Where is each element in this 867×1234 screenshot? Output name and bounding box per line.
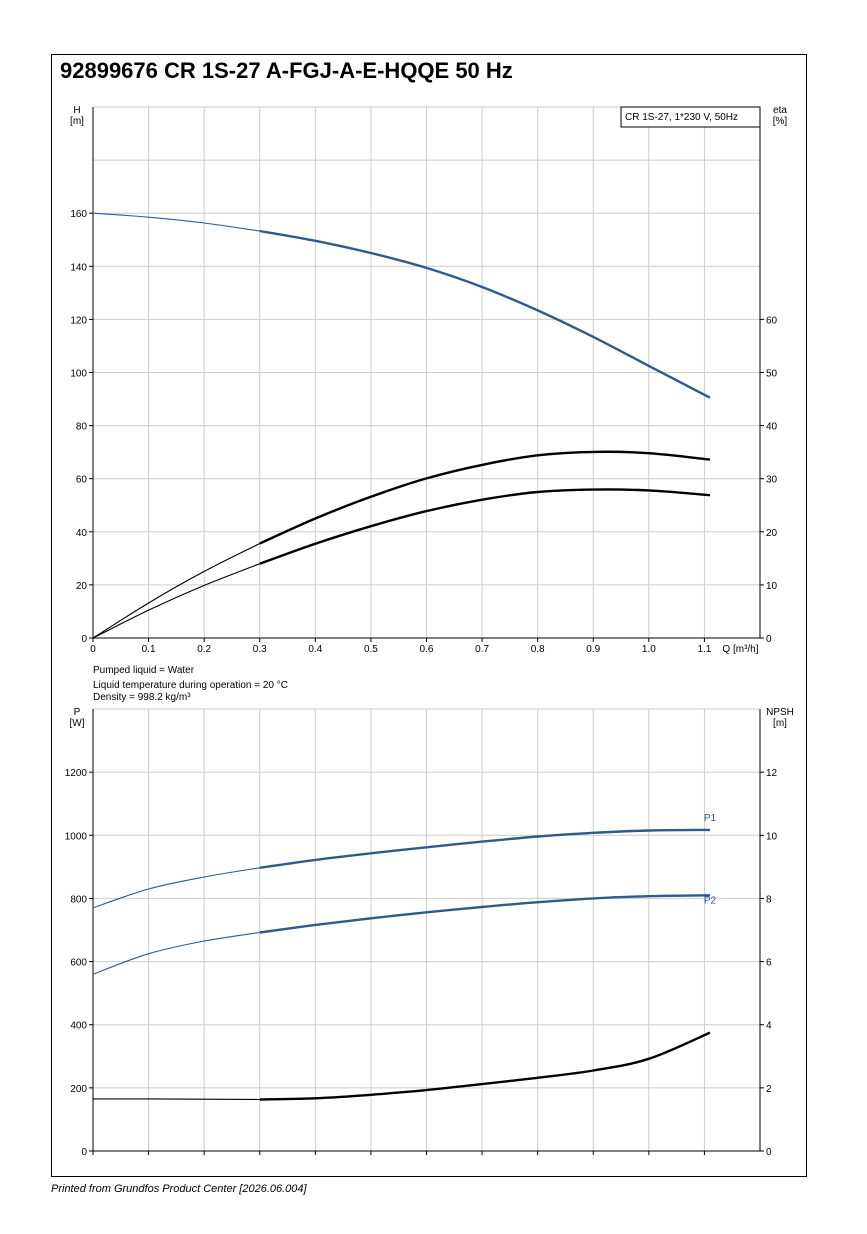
left-axis-tick-label: 160	[70, 209, 87, 220]
note-density: Density = 998.2 kg/m³	[93, 692, 191, 703]
right-axis-tick-label: 2	[766, 1084, 772, 1095]
right-axis-tick-label: 20	[766, 528, 778, 539]
left-axis-label: P	[74, 707, 81, 718]
legend-box	[620, 106, 761, 128]
right-axis-unit: [%]	[773, 116, 788, 127]
left-axis-tick-label: 800	[70, 894, 87, 905]
pumped-liquid-notes: Pumped liquid = Water Liquid temperature…	[93, 665, 288, 703]
x-axis-tick-label: 0.9	[586, 644, 600, 655]
right-axis-tick-label: 0	[766, 1147, 772, 1158]
x-axis-label: Q [m³/h]	[722, 644, 758, 655]
series-p1-line	[259, 828, 711, 869]
page-frame	[51, 54, 807, 1177]
x-axis-tick-label: 0.8	[531, 644, 545, 655]
left-axis-tick-label: 0	[81, 634, 87, 645]
x-axis-tick-label: 0.1	[142, 644, 156, 655]
right-axis-unit: [m]	[773, 718, 787, 729]
right-axis-tick-label: 10	[766, 831, 778, 842]
x-axis-tick-label: 0.6	[420, 644, 434, 655]
left-axis-tick-label: 140	[70, 262, 87, 273]
right-axis-tick-label: 0	[766, 634, 772, 645]
series-0-line-thin	[92, 212, 260, 232]
series-p1-line-thin	[92, 867, 260, 909]
series-1-line-thin	[92, 543, 261, 639]
right-axis-tick-label: 30	[766, 475, 778, 486]
series-p2-line-thin	[92, 931, 260, 975]
left-axis-tick-label: 80	[76, 422, 88, 433]
left-axis-tick-label: 400	[70, 1021, 87, 1032]
left-axis-unit: [W]	[70, 718, 85, 729]
x-axis-tick-label: 0.7	[475, 644, 489, 655]
left-axis-tick-label: 60	[76, 475, 88, 486]
page-title: 92899676 CR 1S-27 A-FGJ-A-E-HQQE 50 Hz	[60, 58, 513, 83]
series-2-line	[259, 1031, 711, 1101]
left-axis-tick-label: 20	[76, 581, 88, 592]
right-axis-tick-label: 60	[766, 315, 778, 326]
series-2-line-thin	[92, 1098, 260, 1101]
left-axis-tick-label: 120	[70, 315, 87, 326]
note-temperature: Liquid temperature during operation = 20…	[93, 680, 288, 691]
series-0-line	[259, 229, 711, 399]
x-axis-tick-label: 0.5	[364, 644, 378, 655]
note-liquid: Pumped liquid = Water	[93, 665, 195, 676]
right-axis-tick-label: 6	[766, 958, 772, 969]
x-axis-tick-label: 0	[90, 644, 96, 655]
left-axis-tick-label: 1000	[65, 831, 88, 842]
left-axis-label: H	[73, 105, 80, 116]
x-axis-tick-label: 0.3	[253, 644, 267, 655]
footer-printed-from: Printed from Grundfos Product Center [20…	[51, 1183, 307, 1195]
right-axis-tick-label: 12	[766, 768, 778, 779]
series-p1-label: P1	[704, 813, 717, 824]
x-axis-tick-label: 1.0	[642, 644, 656, 655]
legend-box-label: CR 1S-27, 1*230 V, 50Hz	[625, 112, 738, 123]
left-axis-tick-label: 200	[70, 1084, 87, 1095]
left-axis-unit: [m]	[70, 116, 84, 127]
right-axis-tick-label: 40	[766, 422, 778, 433]
left-axis-tick-label: 100	[70, 369, 87, 380]
performance-chart-power-npsh: 0 200 400 600 800 1000 1200 0 2 4 6 8 10 12 P[W] NPSH[m…	[65, 707, 794, 1158]
series-1-line	[259, 450, 711, 545]
right-axis-label: NPSH	[766, 707, 794, 718]
series-p2-line	[259, 894, 711, 934]
series-p2-label: P2	[704, 895, 717, 906]
right-axis-tick-label: 10	[766, 581, 778, 592]
x-axis-tick-label: 0.4	[308, 644, 322, 655]
right-axis-tick-label: 4	[766, 1021, 772, 1032]
left-axis-tick-label: 1200	[65, 768, 88, 779]
left-axis-tick-label: 600	[70, 958, 87, 969]
performance-chart-head-efficiency: 0 20 40 60 80 100 120 140 160 0 10 20 30 40 50 60 0 0.1 0.…	[70, 105, 787, 655]
right-axis-tick-label: 8	[766, 894, 772, 905]
series-2-line-thin	[92, 563, 260, 639]
left-axis-tick-label: 40	[76, 528, 88, 539]
right-axis-label: eta	[773, 105, 787, 116]
left-axis-tick-label: 0	[81, 1147, 87, 1158]
x-axis-tick-label: 1.1	[697, 644, 711, 655]
right-axis-tick-label: 50	[766, 369, 778, 380]
series-2-line	[259, 488, 711, 565]
x-axis-tick-label: 0.2	[197, 644, 211, 655]
